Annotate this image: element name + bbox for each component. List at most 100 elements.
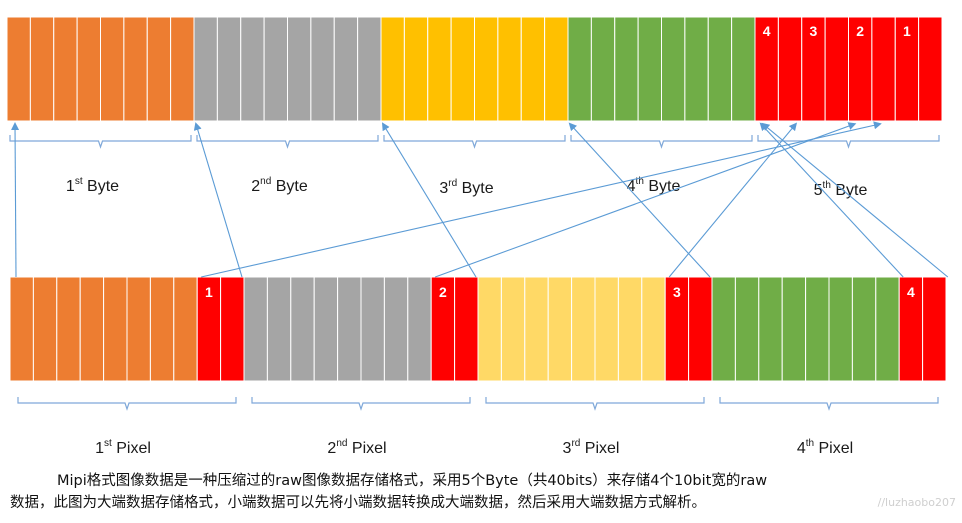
bit-mapping-arrows	[11, 121, 949, 278]
bit-cell	[287, 16, 312, 122]
bit-cell	[29, 16, 55, 122]
pixel-low-bit-cell	[922, 276, 947, 382]
mapping-arrow	[668, 122, 798, 278]
byte-label: 2nd Byte	[251, 176, 308, 195]
bit-cell	[567, 16, 592, 122]
bit-cell	[684, 16, 709, 122]
bit-cell	[497, 16, 522, 122]
bit-cell	[544, 16, 569, 122]
pixel-bit-cell	[851, 276, 877, 382]
pixel-bit-cell	[407, 276, 432, 382]
fifth-byte-bit-label: 4	[763, 23, 771, 39]
pixel-low-bits-label: 3	[673, 284, 681, 300]
fifth-byte-bit-label: 2	[856, 23, 864, 39]
pixel-low-bits-label: 2	[439, 284, 447, 300]
pixel-bit-cell	[79, 276, 105, 382]
caption: Mipi格式图像数据是一种压缩过的raw图像数据存储格式，采用5个Byte（共4…	[0, 470, 962, 523]
pixel-bit-cell	[32, 276, 58, 382]
byte-label: 3rd Byte	[439, 178, 493, 197]
pixel-label: 1st Pixel	[95, 438, 151, 457]
pixel-bit-cell	[126, 276, 151, 382]
byte-row: 4 3 2 1	[6, 16, 943, 122]
pixel-bit-cell	[828, 276, 853, 382]
brace	[9, 135, 192, 149]
bit-cell	[357, 16, 382, 122]
pixel-bit-cell	[617, 276, 643, 382]
pixel-low-bit-cell	[454, 276, 479, 382]
pixel-bit-cell	[103, 276, 128, 382]
pixel-label: 3rd Pixel	[563, 438, 620, 457]
bit-cell	[918, 16, 943, 122]
pixel-bit-cell	[149, 276, 175, 382]
fifth-byte-bit-label: 3	[810, 23, 818, 39]
brace	[485, 397, 705, 411]
bit-cell	[731, 16, 756, 122]
mapping-arrow	[761, 122, 949, 278]
pixel-bit-cell	[734, 276, 760, 382]
bit-cell	[100, 16, 125, 122]
pixel-bit-cell	[360, 276, 385, 382]
pixel-bit-cell	[524, 276, 549, 382]
bit-cell	[614, 16, 639, 122]
pixel-bit-cell	[243, 276, 268, 382]
bit-cell	[474, 16, 499, 122]
pixel-bit-cell	[547, 276, 573, 382]
mapping-arrow	[435, 122, 857, 278]
bit-cell	[76, 16, 101, 122]
brace	[383, 135, 566, 149]
bit-cell	[380, 16, 405, 122]
brace	[757, 135, 940, 149]
brace	[17, 397, 237, 411]
pixel-bit-cell	[641, 276, 666, 382]
mapping-arrow	[381, 122, 477, 278]
bit-cell	[6, 16, 31, 122]
pixel-bit-cell	[173, 276, 198, 382]
pixel-low-bits-label: 4	[907, 284, 915, 300]
pixel-bit-cell	[337, 276, 362, 382]
bit-cell	[193, 16, 218, 122]
bit-cell	[310, 16, 335, 122]
pixel-bit-cell	[711, 276, 736, 382]
brace	[196, 135, 379, 149]
bit-cell	[240, 16, 265, 122]
byte-label: 5th Byte	[814, 180, 868, 199]
pixel-bit-cell	[594, 276, 619, 382]
pixel-bit-cell	[758, 276, 783, 382]
bit-cell	[637, 16, 662, 122]
pixel-low-bit-cell	[688, 276, 713, 382]
bit-cell	[403, 16, 429, 122]
mapping-arrow	[201, 121, 882, 278]
bit-cell	[146, 16, 172, 122]
caption-line-1: Mipi格式图像数据是一种压缩过的raw图像数据存储格式，采用5个Byte（共4…	[57, 473, 768, 489]
pixel-bit-cell	[500, 276, 526, 382]
pixel-bit-cell	[571, 276, 596, 382]
bit-cell	[216, 16, 242, 122]
pixel-low-bits-label: 1	[205, 284, 213, 300]
pixel-bit-cell	[875, 276, 900, 382]
brace	[719, 397, 939, 411]
braces	[9, 135, 940, 411]
pixel-bit-cell	[290, 276, 315, 382]
bit-cell	[427, 16, 452, 122]
pixel-bit-cell	[781, 276, 807, 382]
pixel-bit-cell	[9, 276, 34, 382]
fifth-byte-bit-label: 1	[903, 23, 911, 39]
pixel-label: 2nd Pixel	[327, 438, 386, 457]
brace	[570, 135, 753, 149]
bit-cell	[707, 16, 733, 122]
bit-cell	[333, 16, 359, 122]
bit-cell	[777, 16, 803, 122]
bit-cell	[53, 16, 78, 122]
bit-cell	[123, 16, 148, 122]
pixel-bit-cell	[383, 276, 409, 382]
brace	[251, 397, 471, 411]
byte-label: 1st Byte	[66, 176, 119, 195]
pixel-bit-cell	[313, 276, 339, 382]
bit-cell	[824, 16, 849, 122]
mapping-arrow	[193, 122, 243, 278]
bit-cell	[590, 16, 616, 122]
brace-labels: 1st Byte 2nd Byte 3rd Byte 4th Byte 5th Byte…	[66, 176, 868, 457]
pixel-bit-cell	[477, 276, 502, 382]
bit-cell	[661, 16, 686, 122]
